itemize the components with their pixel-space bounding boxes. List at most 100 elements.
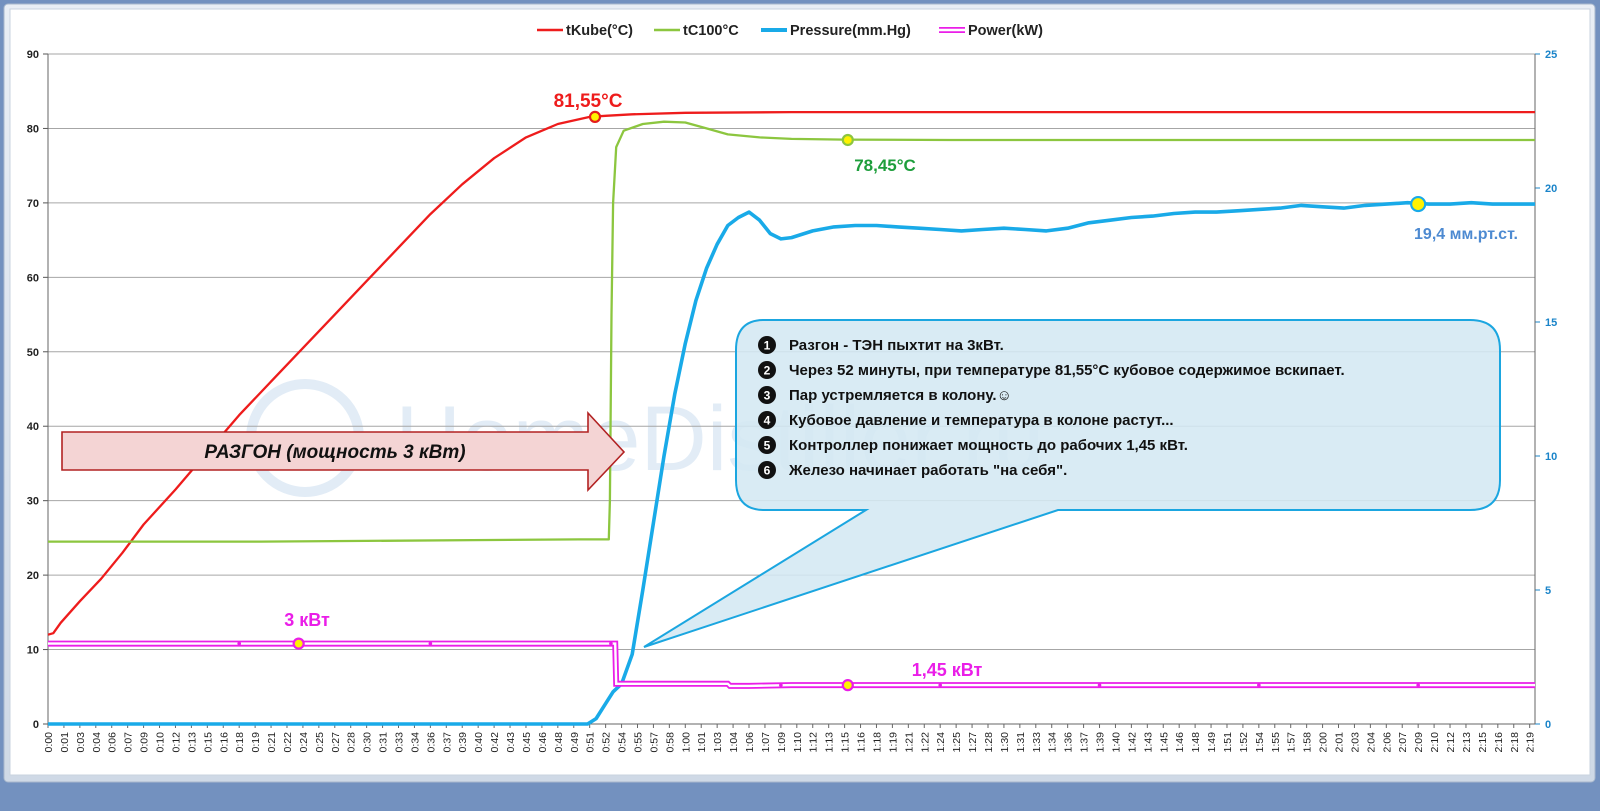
- callout-item: 1 Разгон - ТЭН пыхтит на 3кВт.: [758, 336, 1004, 354]
- x-tick-label: 0:36: [425, 732, 437, 753]
- marker-power: [292, 637, 305, 650]
- x-tick-label: 1:57: [1286, 732, 1298, 753]
- callout-number: 4: [764, 414, 771, 428]
- callout-number: 2: [764, 364, 771, 378]
- x-tick-label: 2:15: [1477, 732, 1489, 753]
- marker-power: [841, 679, 854, 692]
- legend-entry-tC100: tC100°C: [654, 23, 739, 39]
- x-tick-label: 1:10: [792, 732, 804, 753]
- x-tick-label: 2:19: [1525, 732, 1537, 753]
- x-tick-label: 1:36: [1063, 732, 1075, 753]
- x-tick-label: 1:40: [1110, 732, 1122, 753]
- series-line-pressure: [48, 200, 1535, 726]
- x-tick-label: 0:04: [91, 732, 103, 753]
- y-left-tick-label: 70: [27, 198, 39, 210]
- x-tick-label: 1:16: [856, 732, 868, 753]
- x-tick-label: 1:28: [983, 732, 995, 753]
- x-tick-label: 1:45: [1158, 732, 1170, 753]
- x-tick-label: 1:04: [728, 732, 740, 753]
- x-tick-label: 1:39: [1095, 732, 1107, 753]
- x-tick-label: 1:30: [999, 732, 1011, 753]
- x-tick-label: 1:48: [1190, 732, 1202, 753]
- callout-number: 1: [764, 339, 771, 353]
- annotation-pressure-label: 19,4 мм.рт.ст.: [1414, 226, 1518, 243]
- x-tick-label: 1:01: [696, 732, 708, 753]
- callout-item: 4 Кубовое давление и температура в колоне…: [758, 411, 1174, 429]
- callout-text: Кубовое давление и температура в колоне …: [789, 412, 1174, 429]
- series-lines: [47, 110, 1535, 726]
- x-tick-label: 2:04: [1365, 732, 1377, 753]
- x-tick-label: 2:01: [1334, 732, 1346, 753]
- x-tick-label: 0:46: [537, 732, 549, 753]
- callout-text: Разгон - ТЭН пыхтит на 3кВт.: [789, 337, 1004, 354]
- x-tick-label: 0:49: [569, 732, 581, 753]
- x-tick-label: 1:33: [1031, 732, 1043, 753]
- y-left-tick-label: 40: [27, 421, 39, 433]
- power-point: [428, 641, 433, 646]
- x-tick-label: 0:16: [218, 732, 230, 753]
- y-left-tick-label: 10: [27, 645, 39, 657]
- x-tick-label: 0:00: [43, 732, 55, 753]
- power-point: [1097, 683, 1102, 687]
- y-right-tick-label: 10: [1545, 451, 1557, 463]
- x-tick-label: 1:06: [744, 732, 756, 753]
- x-tick-label: 0:48: [553, 732, 565, 753]
- marker-tC100: [841, 133, 854, 147]
- x-tick-label: 0:34: [409, 732, 421, 753]
- x-tick-label: 1:51: [1222, 732, 1234, 753]
- x-tick-label: 2:07: [1397, 732, 1409, 753]
- y-right-tick-label: 0: [1545, 719, 1551, 731]
- power-point: [237, 641, 241, 646]
- x-tick-label: 2:03: [1349, 732, 1361, 753]
- x-tick-label: 0:31: [378, 732, 390, 753]
- y-left-tick-label: 50: [27, 347, 39, 359]
- legend-label: tC100°C: [683, 23, 739, 39]
- annotation-power-start-label: 3 кВт: [284, 610, 330, 630]
- callout-number-badge: [758, 361, 776, 379]
- x-tick-label: 1:21: [903, 732, 915, 753]
- power-point: [938, 683, 942, 687]
- callout-text: Пар устремляется в колону.☺: [789, 387, 1012, 404]
- x-tick-label: 1:34: [1047, 732, 1059, 753]
- x-tick-label: 1:46: [1174, 732, 1186, 753]
- legend: tKube(°C) tC100°C Pressure(mm.Hg) Power(kW): [537, 23, 1043, 39]
- overlays: 81,55°C 78,45°C 19,4 мм.рт.ст. 3 кВт 1,45 кВ…: [61, 91, 1518, 680]
- x-tick-label: 1:00: [680, 732, 692, 753]
- x-tick-label: 0:55: [632, 732, 644, 753]
- power-point: [1416, 683, 1420, 687]
- callout-number: 6: [764, 464, 771, 478]
- x-tick-label: 0:28: [346, 732, 358, 753]
- x-tick-label: 1:18: [871, 732, 883, 753]
- legend-entry-pressure: Pressure(mm.Hg): [761, 23, 911, 39]
- x-tick-label: 0:33: [394, 732, 406, 753]
- y-right-tick-label: 25: [1545, 49, 1557, 61]
- x-tick-label: 2:00: [1318, 732, 1330, 753]
- y-left-tick-label: 80: [27, 123, 39, 135]
- callout-item: 3 Пар устремляется в колону.☺: [758, 386, 1012, 404]
- x-tick-label: 0:18: [234, 732, 246, 753]
- callout-number-badge: [758, 336, 776, 354]
- x-tick-label: 1:27: [967, 732, 979, 753]
- x-tick-label: 0:54: [617, 732, 629, 753]
- y-right-tick-label: 5: [1545, 585, 1551, 597]
- x-tick-label: 1:31: [1015, 732, 1027, 753]
- callout-item: 5 Контроллер понижает мощность до рабочих…: [758, 436, 1188, 454]
- x-tick-label: 0:30: [362, 732, 374, 753]
- x-tick-label: 0:12: [170, 732, 182, 753]
- x-tick-label: 2:12: [1445, 732, 1457, 753]
- x-tick-label: 0:27: [330, 732, 342, 753]
- callout-number-badge: [758, 436, 776, 454]
- x-tick-label: 0:58: [664, 732, 676, 753]
- x-tick-label: 2:18: [1509, 732, 1521, 753]
- y-left-tick-label: 60: [27, 272, 39, 284]
- x-tick-label: 0:09: [139, 732, 151, 753]
- y-left-tick-label: 0: [33, 719, 39, 731]
- x-tick-label: 1:55: [1270, 732, 1282, 753]
- x-tick-label: 0:25: [314, 732, 326, 753]
- x-tick-label: 1:15: [840, 732, 852, 753]
- x-tick-label: 2:16: [1493, 732, 1505, 753]
- x-tick-label: 2:13: [1461, 732, 1473, 753]
- power-point: [1257, 683, 1261, 687]
- series-line-power-inner: [48, 642, 1535, 688]
